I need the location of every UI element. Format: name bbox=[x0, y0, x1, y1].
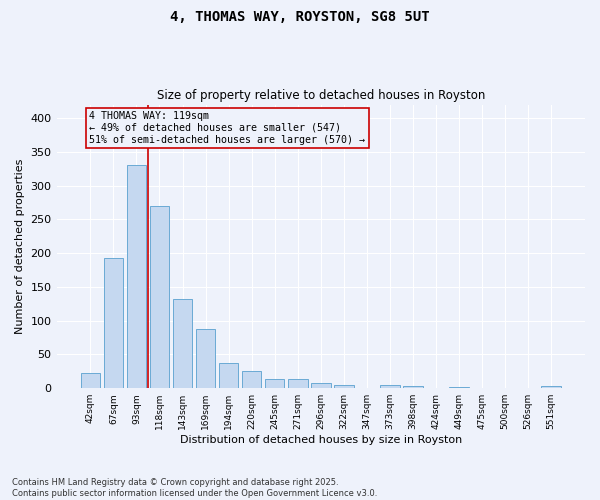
Bar bbox=[288, 379, 308, 388]
Y-axis label: Number of detached properties: Number of detached properties bbox=[15, 158, 25, 334]
Bar bbox=[219, 362, 238, 388]
Bar bbox=[242, 372, 262, 388]
Title: Size of property relative to detached houses in Royston: Size of property relative to detached ho… bbox=[157, 89, 485, 102]
Bar bbox=[334, 385, 353, 388]
Bar bbox=[265, 379, 284, 388]
Bar bbox=[80, 374, 100, 388]
Bar bbox=[403, 386, 423, 388]
X-axis label: Distribution of detached houses by size in Royston: Distribution of detached houses by size … bbox=[179, 435, 462, 445]
Bar bbox=[173, 299, 193, 388]
Bar bbox=[380, 385, 400, 388]
Text: 4 THOMAS WAY: 119sqm
← 49% of detached houses are smaller (547)
51% of semi-deta: 4 THOMAS WAY: 119sqm ← 49% of detached h… bbox=[89, 112, 365, 144]
Bar bbox=[541, 386, 561, 388]
Text: 4, THOMAS WAY, ROYSTON, SG8 5UT: 4, THOMAS WAY, ROYSTON, SG8 5UT bbox=[170, 10, 430, 24]
Bar bbox=[104, 258, 123, 388]
Bar bbox=[311, 383, 331, 388]
Bar bbox=[149, 206, 169, 388]
Text: Contains HM Land Registry data © Crown copyright and database right 2025.
Contai: Contains HM Land Registry data © Crown c… bbox=[12, 478, 377, 498]
Bar bbox=[127, 166, 146, 388]
Bar bbox=[449, 387, 469, 388]
Bar bbox=[196, 329, 215, 388]
